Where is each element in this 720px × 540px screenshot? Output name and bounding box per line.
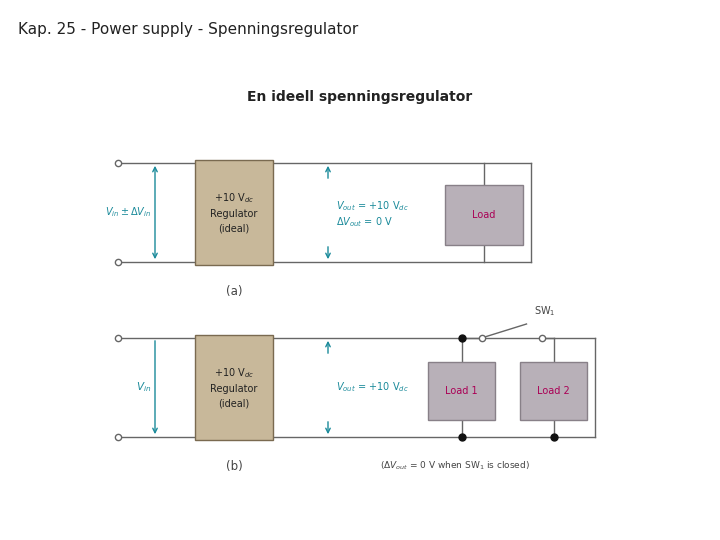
Text: (a): (a) [226,285,242,298]
Text: +10 V$_{dc}$
Regulator
(ideal): +10 V$_{dc}$ Regulator (ideal) [210,192,258,233]
Text: SW$_1$: SW$_1$ [534,304,555,318]
Text: (b): (b) [225,460,243,473]
Text: Load 2: Load 2 [537,386,570,396]
Text: Load: Load [472,210,495,220]
Text: $\Delta V_{out}$ = 0 V: $\Delta V_{out}$ = 0 V [336,215,393,230]
Text: $V_{in} \pm \Delta V_{in}$: $V_{in} \pm \Delta V_{in}$ [105,206,151,219]
Text: En ideell spenningsregulator: En ideell spenningsregulator [248,90,472,104]
Bar [195,160,273,265]
Text: Kap. 25 - Power supply - Spenningsregulator: Kap. 25 - Power supply - Spenningsregula… [18,22,359,37]
Bar [520,362,587,420]
Text: $V_{out}$ = +10 V$_{dc}$: $V_{out}$ = +10 V$_{dc}$ [336,200,409,213]
Bar [195,335,273,440]
Text: $V_{in}$: $V_{in}$ [136,381,151,394]
Text: +10 V$_{dc}$
Regulator
(ideal): +10 V$_{dc}$ Regulator (ideal) [210,367,258,408]
Text: ($\Delta V_{out}$ = 0 V when SW$_1$ is closed): ($\Delta V_{out}$ = 0 V when SW$_1$ is c… [380,460,530,472]
Bar [445,185,523,245]
Bar [428,362,495,420]
Text: Load 1: Load 1 [445,386,478,396]
Text: $V_{out}$ = +10 V$_{dc}$: $V_{out}$ = +10 V$_{dc}$ [336,381,409,394]
